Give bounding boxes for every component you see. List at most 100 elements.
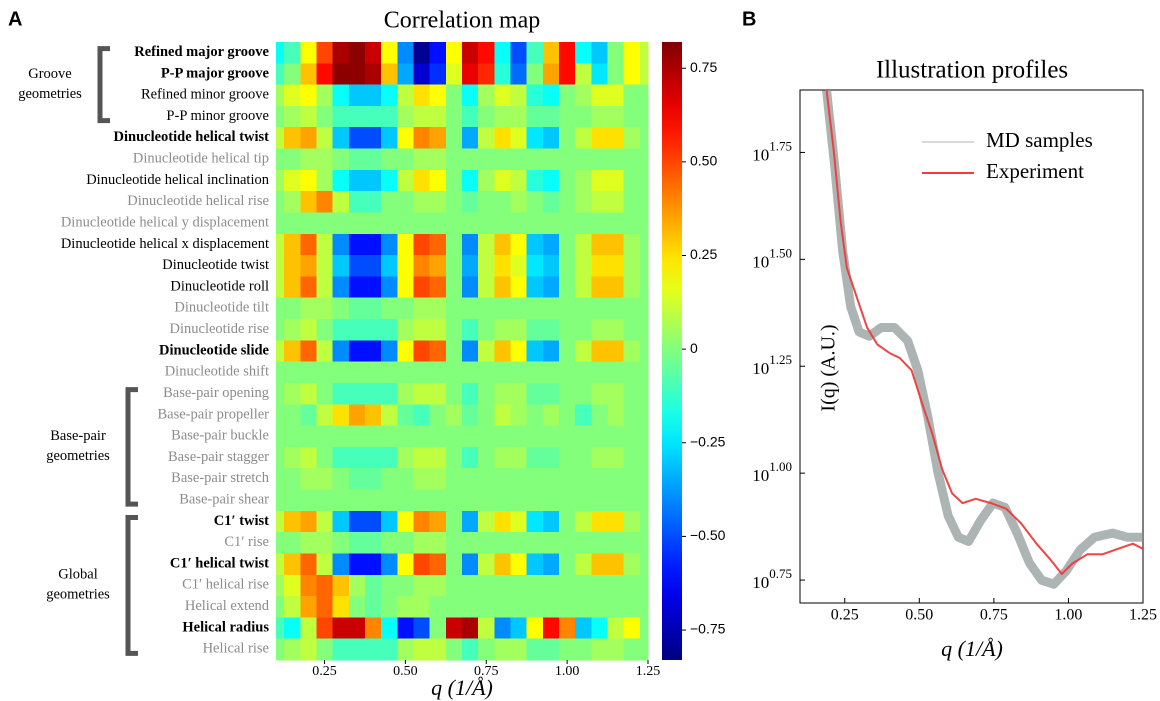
heatmap-cell xyxy=(300,148,318,171)
row-label: Base-pair stretch xyxy=(171,470,270,486)
heatmap-cell xyxy=(639,191,649,214)
heatmap-cell xyxy=(559,553,576,576)
heatmap-cell xyxy=(462,276,479,299)
heatmap-cell xyxy=(478,319,495,341)
heatmap-cell xyxy=(478,105,495,128)
heatmap-cell xyxy=(276,510,285,533)
heatmap-cell xyxy=(397,361,415,384)
y-tick-base: 10 xyxy=(752,359,769,378)
heatmap-cell xyxy=(300,340,318,363)
heatmap-cell xyxy=(445,596,463,618)
heatmap-cell xyxy=(623,127,641,150)
heatmap-cell xyxy=(510,553,528,576)
heatmap-cell xyxy=(462,382,479,405)
heatmap-cell xyxy=(348,319,366,341)
heatmap-cell xyxy=(381,404,398,427)
heatmap-cell xyxy=(575,212,592,235)
heatmap-cell xyxy=(526,297,544,320)
heatmap-cell xyxy=(559,212,576,235)
heatmap-cell xyxy=(332,382,350,405)
heatmap-cell xyxy=(494,489,512,512)
heatmap-cell xyxy=(494,297,512,320)
heatmap-cell xyxy=(526,148,544,171)
heatmap-cell xyxy=(397,148,415,171)
heatmap-cell xyxy=(494,340,512,363)
heatmap-cell xyxy=(575,532,592,555)
heatmap-cell xyxy=(607,276,625,299)
heatmap-cell xyxy=(445,574,463,597)
heatmap-cell xyxy=(526,596,544,618)
heatmap-cell xyxy=(623,169,641,192)
heatmap-cell xyxy=(639,574,649,597)
x-tick-label: 1.00 xyxy=(555,664,580,679)
heatmap-cell xyxy=(276,617,285,640)
y-tick-base: 10 xyxy=(752,252,769,271)
heatmap-cell xyxy=(510,532,528,555)
heatmap-cell xyxy=(276,553,285,576)
heatmap-cell xyxy=(332,148,350,171)
heatmap-cell xyxy=(413,63,431,86)
y-tick-label: 100.75 xyxy=(752,566,792,592)
heatmap-cell xyxy=(332,105,350,128)
heatmap-cell xyxy=(623,489,641,512)
heatmap-cell xyxy=(526,233,544,256)
heatmap-cell xyxy=(284,297,301,320)
y-tick-base: 10 xyxy=(752,573,769,592)
heatmap-cell xyxy=(623,425,641,448)
heatmap-cell xyxy=(462,319,479,341)
heatmap-cell xyxy=(559,42,576,64)
heatmap-cell xyxy=(510,596,528,618)
heatmap-cell xyxy=(494,532,512,555)
heatmap-cell xyxy=(381,127,398,150)
heatmap-cell xyxy=(445,361,463,384)
heatmap-cell xyxy=(494,425,512,448)
heatmap-cell xyxy=(526,553,544,576)
heatmap-cell xyxy=(445,638,463,661)
heatmap-cell xyxy=(276,574,285,597)
heatmap-cell xyxy=(478,361,495,384)
heatmap-cell xyxy=(300,404,318,427)
heatmap-cell xyxy=(316,276,334,299)
heatmap-cell xyxy=(623,233,641,256)
heatmap-cell xyxy=(510,446,528,469)
heatmap-cell xyxy=(316,596,334,618)
heatmap-cell xyxy=(575,382,592,405)
heatmap-cell xyxy=(284,319,301,341)
heatmap-cell xyxy=(575,297,592,320)
heatmap-cell xyxy=(348,361,366,384)
heatmap-cell xyxy=(559,404,576,427)
heatmap-cell xyxy=(381,425,398,448)
heatmap-cell xyxy=(542,84,560,107)
heatmap-cell xyxy=(348,255,366,278)
heatmap-cell xyxy=(462,404,479,427)
heatmap-cell xyxy=(397,340,415,363)
heatmap-cell xyxy=(381,319,398,341)
row-label: Refined minor groove xyxy=(141,87,269,103)
heatmap-cell xyxy=(397,233,415,256)
heatmap-cell xyxy=(494,638,512,661)
heatmap-cell xyxy=(348,169,366,192)
heatmap-cell xyxy=(639,510,649,533)
heatmap-cell xyxy=(575,148,592,171)
heatmap-cell xyxy=(445,532,463,555)
heatmap-cell xyxy=(559,191,576,214)
heatmap-cell xyxy=(591,127,609,150)
heatmap-cell xyxy=(478,425,495,448)
heatmap-cell xyxy=(607,42,625,64)
heatmap-cell xyxy=(348,105,366,128)
heatmap-cell xyxy=(397,553,415,576)
heatmap-cell xyxy=(639,63,649,86)
heatmap-cell xyxy=(559,489,576,512)
heatmap-cell xyxy=(300,510,318,533)
heatmap-cell xyxy=(381,169,398,192)
heatmap-cell xyxy=(607,361,625,384)
x-tick-label: 0.25 xyxy=(831,607,859,624)
heatmap-cell xyxy=(542,42,560,64)
heatmap-cell xyxy=(316,617,334,640)
heatmap-cell xyxy=(381,489,398,512)
heatmap-cell xyxy=(542,617,560,640)
heatmap-cell xyxy=(542,574,560,597)
heatmap-cell xyxy=(623,510,641,533)
heatmap-cell xyxy=(542,468,560,491)
heatmap-cell xyxy=(607,617,625,640)
